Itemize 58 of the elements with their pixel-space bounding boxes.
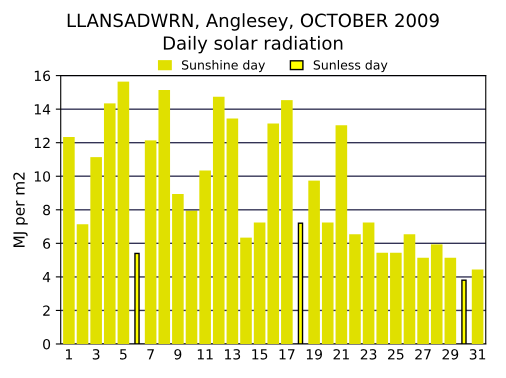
- x-tick-label: 17: [280, 349, 295, 360]
- x-tick-label: 19: [306, 349, 322, 360]
- bar: [104, 103, 116, 344]
- bar: [267, 124, 280, 344]
- bar: [281, 100, 293, 344]
- x-tick-label: 23: [360, 349, 376, 360]
- y-tick-label: 10: [34, 171, 50, 182]
- x-tick-label: 29: [442, 349, 458, 360]
- bar: [430, 244, 443, 344]
- bar: [404, 234, 416, 344]
- bar: [417, 258, 429, 344]
- x-tick-label: 31: [470, 349, 486, 360]
- legend-label: Sunshine day: [182, 60, 266, 72]
- x-tick-label: 25: [388, 349, 404, 360]
- bar: [349, 234, 361, 344]
- y-tick-label: 14: [34, 104, 50, 114]
- y-tick-label: 6: [43, 238, 50, 249]
- bar: [172, 194, 184, 344]
- bar: [444, 258, 456, 344]
- bar: [158, 90, 170, 344]
- chart-subtitle: Daily solar radiation: [164, 36, 342, 54]
- bar: [336, 125, 348, 344]
- bar: [254, 222, 266, 344]
- x-tick-label: 1: [66, 349, 72, 360]
- x-tick-label: 15: [252, 349, 268, 360]
- chart-title: LLANSADWRN, Anglesey, OCTOBER 2009: [68, 13, 439, 31]
- legend-label: Sunless day: [314, 60, 388, 72]
- bar: [144, 140, 156, 344]
- y-tick-label: 16: [34, 70, 50, 82]
- y-tick-label: 2: [43, 305, 50, 316]
- x-tick-label: 5: [120, 349, 127, 360]
- x-tick-label: 27: [415, 349, 431, 360]
- y-tick-label: 12: [34, 138, 50, 148]
- bar: [390, 252, 402, 344]
- x-tick-label: 3: [92, 349, 100, 360]
- bar: [90, 157, 102, 344]
- bar: [472, 269, 484, 344]
- y-tick-label: 8: [43, 204, 50, 216]
- bar: [240, 238, 252, 344]
- bar: [308, 180, 320, 344]
- bar: [199, 170, 211, 344]
- bar: [376, 252, 388, 344]
- y-tick-label: 0: [43, 338, 50, 350]
- bar: [226, 118, 238, 344]
- bar: [186, 210, 198, 344]
- y-axis-title: MJ per m2: [13, 172, 28, 247]
- x-tick-label: 9: [174, 349, 182, 360]
- x-tick-label: 7: [147, 349, 154, 360]
- x-tick-label: 11: [198, 349, 213, 360]
- bar: [63, 136, 75, 344]
- bar: [212, 96, 225, 344]
- x-tick-label: 13: [225, 349, 240, 360]
- bar: [118, 82, 130, 344]
- x-tick-label: 21: [334, 349, 349, 360]
- bar: [322, 222, 334, 344]
- y-tick-label: 4: [42, 272, 50, 282]
- bar: [362, 222, 374, 344]
- bar: [76, 224, 88, 344]
